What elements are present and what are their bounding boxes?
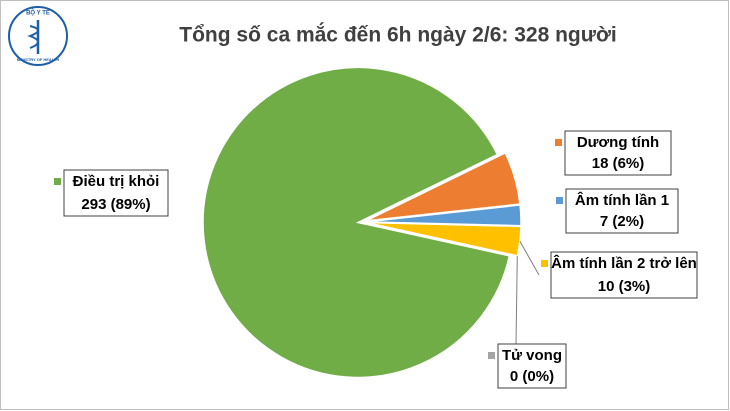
legend-marker: [488, 352, 495, 359]
leader-line: [515, 256, 518, 345]
label-box: [550, 251, 698, 299]
logo-bottom: MINISTRY OF HEALTH: [17, 57, 60, 62]
label-box: [564, 130, 672, 176]
value-label: 18 (6%): [592, 155, 645, 172]
legend-marker: [54, 178, 61, 185]
leader-line: [519, 240, 540, 276]
value-label: 10 (3%): [598, 278, 651, 295]
value-label: 0 (0%): [510, 368, 554, 385]
label-box: [565, 188, 679, 234]
chart-title: Tổng số ca mắc đến 6h ngày 2/6: 328 ngườ…: [179, 23, 616, 47]
category-label: Tử vong: [502, 347, 562, 364]
logo: BỘ Y TẾ MINISTRY OF HEALTH: [8, 6, 68, 66]
category-label: Âm tính lần 1: [575, 191, 669, 209]
category-label: Dương tính: [577, 134, 659, 151]
label-box: [497, 343, 567, 389]
pie-slice: [202, 66, 511, 379]
value-label: 293 (89%): [81, 196, 150, 213]
pie-slice: [365, 151, 521, 222]
label-box: [63, 169, 169, 217]
logo-snake: [27, 25, 39, 49]
category-label: Điều trị khỏi: [73, 173, 160, 190]
category-label: Âm tính lần 2 trở lên: [551, 254, 697, 272]
logo-top: BỘ Y TẾ: [26, 9, 50, 17]
legend-marker: [556, 197, 563, 204]
value-label: 7 (2%): [600, 213, 644, 230]
legend-marker: [541, 260, 548, 267]
legend-marker: [555, 139, 562, 146]
